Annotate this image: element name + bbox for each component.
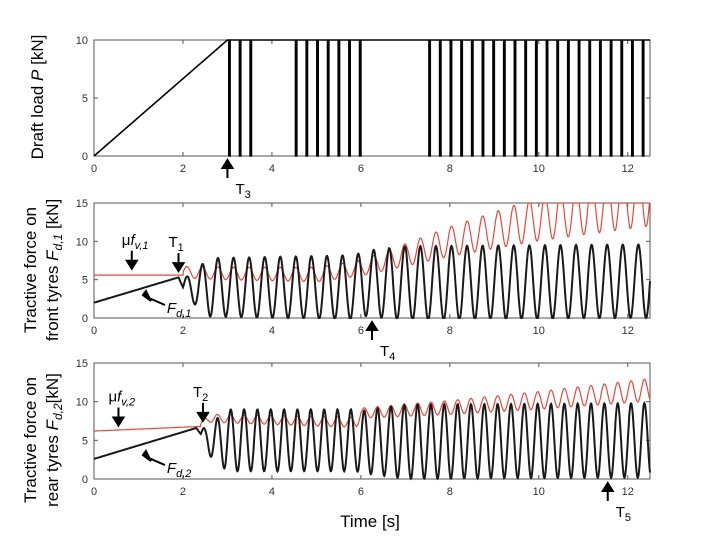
x-tick-label: 2 <box>180 163 186 175</box>
tractive-force-line <box>93 401 651 481</box>
x-tick-label: 12 <box>622 325 634 337</box>
annotation-arrow <box>171 253 186 273</box>
annotation-label: T2 <box>193 384 208 404</box>
annotation-arrow <box>220 158 235 178</box>
y-axis-label-rear-line2: rear tyres Fd,2[kN] <box>43 373 65 507</box>
x-tick-label: 2 <box>180 486 186 498</box>
draft-load-line <box>93 39 650 157</box>
annotation-label: T3 <box>235 181 250 201</box>
x-tick-label: 0 <box>91 486 97 498</box>
x-tick-label: 8 <box>447 163 453 175</box>
y-tick-label: 0 <box>82 313 88 325</box>
x-tick-label: 2 <box>180 325 186 337</box>
x-tick-label: 12 <box>622 486 634 498</box>
x-axis-label: Time [s] <box>340 512 400 531</box>
annotation-label: T5 <box>616 504 631 524</box>
y-tick-label: 5 <box>82 275 88 287</box>
y-axis-label-rear: Tractive force on <box>21 377 40 503</box>
x-tick-label: 4 <box>269 325 275 337</box>
y-axis-label-front: Tractive force on <box>21 207 40 333</box>
plot-frame <box>93 39 651 157</box>
y-tick-label: 0 <box>82 151 88 163</box>
y-tick-label: 10 <box>76 236 88 248</box>
x-tick-label: 4 <box>269 486 275 498</box>
x-tick-label: 0 <box>91 163 97 175</box>
x-tick-label: 6 <box>358 325 364 337</box>
x-tick-label: 0 <box>91 325 97 337</box>
annotation-arrow <box>141 449 166 466</box>
y-tick-label: 5 <box>82 435 88 447</box>
rear-tyre-panel: Tractive force on rear tyres Fd,2[kN] Ti… <box>21 358 651 531</box>
annotation-label: Fd,1 <box>167 300 191 320</box>
x-tick-label: 12 <box>622 163 634 175</box>
y-axis-label-front-line2: front tyres Fd,1 [kN] <box>43 199 65 341</box>
tractive-force-line <box>93 243 651 320</box>
x-tick-label: 8 <box>447 325 453 337</box>
annotation-arrow <box>365 320 379 340</box>
annotation-arrow <box>141 289 166 306</box>
annotation-arrow <box>196 402 210 423</box>
front-tyre-panel: Tractive force on front tyres Fd,1 [kN] … <box>21 198 651 363</box>
x-tick-label: 6 <box>358 163 364 175</box>
draft-load-panel: Draft load P [kN] 0 2 4 6 8 10 12 0 5 10 T3 <box>28 35 651 201</box>
x-tick-label: 10 <box>533 486 545 498</box>
y-tick-label: 10 <box>76 35 88 47</box>
annotation-label: Fd,2 <box>167 460 191 480</box>
y-tick-label: 15 <box>76 358 88 370</box>
y-tick-label: 5 <box>82 93 88 105</box>
annotation-arrow <box>111 407 126 428</box>
plot-frame <box>93 362 651 480</box>
y-tick-label: 15 <box>76 198 88 210</box>
annotation-label: μfv,1 <box>122 232 149 252</box>
friction-limit-line <box>93 378 651 432</box>
x-tick-label: 4 <box>269 163 275 175</box>
plot-frame <box>93 202 651 319</box>
annotation-label: T1 <box>169 234 184 254</box>
y-tick-label: 0 <box>82 474 88 486</box>
x-tick-label: 8 <box>447 486 453 498</box>
annotation-arrow <box>600 481 615 501</box>
annotation-arrow <box>125 250 139 271</box>
x-tick-label: 6 <box>358 486 364 498</box>
annotation-label: μfv,2 <box>108 389 135 409</box>
y-tick-label: 10 <box>76 397 88 409</box>
x-tick-label: 10 <box>533 163 545 175</box>
y-axis-label-draft: Draft load P [kN] <box>28 35 47 160</box>
annotation-label: T4 <box>380 343 395 363</box>
x-tick-label: 10 <box>533 325 545 337</box>
